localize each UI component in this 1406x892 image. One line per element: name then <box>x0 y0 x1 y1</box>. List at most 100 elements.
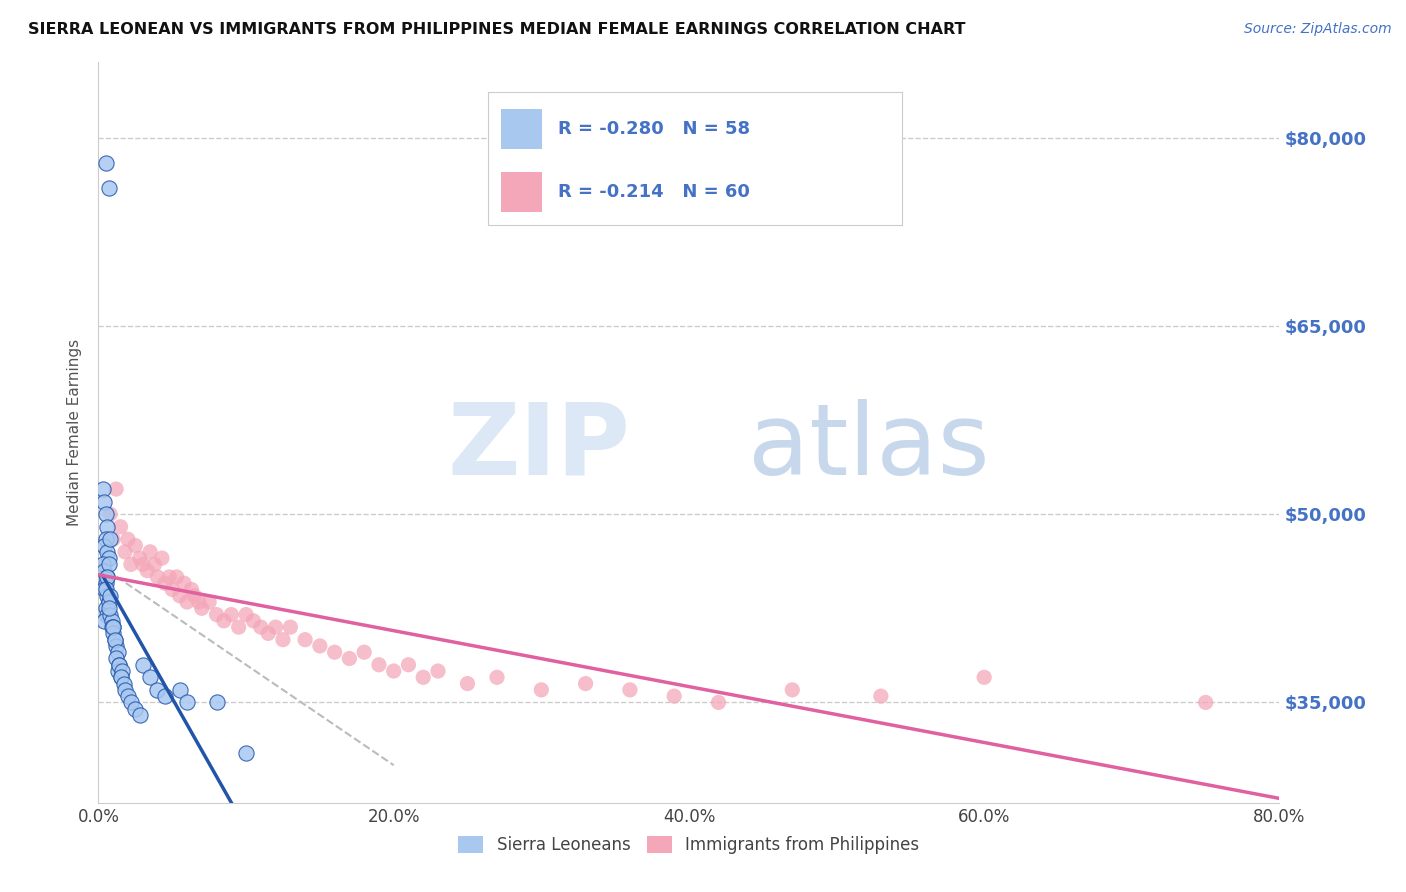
Point <box>98 533 121 547</box>
Point <box>280 620 302 634</box>
Point <box>191 601 214 615</box>
Point <box>250 620 273 634</box>
Point <box>105 651 128 665</box>
Point <box>100 620 122 634</box>
Point <box>98 589 121 603</box>
Point <box>104 632 127 647</box>
Point <box>120 558 142 572</box>
Point <box>104 632 127 647</box>
Point <box>294 632 316 647</box>
Text: Source: ZipAtlas.com: Source: ZipAtlas.com <box>1244 22 1392 37</box>
Point <box>93 564 115 578</box>
Point <box>1195 695 1218 709</box>
Point <box>94 601 117 615</box>
Point <box>176 695 198 709</box>
Point <box>271 632 294 647</box>
Point <box>93 539 115 553</box>
Point <box>128 708 150 723</box>
Point <box>176 595 198 609</box>
Point <box>97 601 120 615</box>
Point <box>264 620 287 634</box>
Point <box>353 645 375 659</box>
Point <box>242 614 264 628</box>
Point <box>205 607 228 622</box>
Point <box>128 551 150 566</box>
Point <box>309 639 332 653</box>
Point <box>91 482 114 496</box>
Text: atlas: atlas <box>748 399 990 496</box>
Point <box>132 558 155 572</box>
Point <box>105 639 128 653</box>
Point <box>187 595 209 609</box>
Point <box>139 670 162 684</box>
Point <box>93 614 115 628</box>
Point <box>382 664 405 678</box>
Point <box>97 181 120 195</box>
Point <box>120 695 142 709</box>
Point <box>183 589 205 603</box>
Point <box>136 564 159 578</box>
Point <box>103 626 125 640</box>
Point <box>114 545 136 559</box>
Point <box>96 589 118 603</box>
Point <box>112 676 135 690</box>
Point <box>114 682 136 697</box>
Point <box>124 701 146 715</box>
Point <box>486 670 509 684</box>
Point <box>103 533 125 547</box>
Point <box>111 664 134 678</box>
Point <box>221 607 243 622</box>
Point <box>146 570 169 584</box>
Point <box>91 558 114 572</box>
Point <box>132 657 155 672</box>
Point <box>97 595 120 609</box>
Point <box>530 682 553 697</box>
Point <box>107 645 129 659</box>
Point <box>94 533 117 547</box>
Point <box>96 545 118 559</box>
Point <box>457 676 479 690</box>
Point <box>143 558 166 572</box>
Point <box>339 651 361 665</box>
Point <box>157 570 180 584</box>
Point <box>150 551 173 566</box>
Point <box>108 657 131 672</box>
Point <box>870 689 893 703</box>
Point <box>93 494 115 508</box>
Point <box>103 620 125 634</box>
Text: SIERRA LEONEAN VS IMMIGRANTS FROM PHILIPPINES MEDIAN FEMALE EARNINGS CORRELATION: SIERRA LEONEAN VS IMMIGRANTS FROM PHILIP… <box>28 22 966 37</box>
Legend: Sierra Leoneans, Immigrants from Philippines: Sierra Leoneans, Immigrants from Philipp… <box>451 830 927 861</box>
Point <box>198 595 221 609</box>
Point <box>100 614 122 628</box>
Point <box>707 695 730 709</box>
Point <box>153 689 176 703</box>
Point <box>94 576 117 591</box>
Point <box>94 507 117 521</box>
Point <box>124 539 146 553</box>
Point <box>105 482 128 496</box>
Point <box>110 670 132 684</box>
Point <box>153 576 176 591</box>
Point <box>228 620 250 634</box>
Point <box>98 607 121 622</box>
Point <box>619 682 641 697</box>
Point <box>169 589 191 603</box>
Point <box>117 689 139 703</box>
Text: ZIP: ZIP <box>447 399 630 496</box>
Point <box>212 614 235 628</box>
Point <box>93 582 115 597</box>
Point <box>973 670 995 684</box>
Point <box>205 695 228 709</box>
Point <box>368 657 391 672</box>
Point <box>664 689 686 703</box>
Point <box>782 682 804 697</box>
Point <box>575 676 598 690</box>
Point <box>257 626 280 640</box>
Point <box>427 664 450 678</box>
Point <box>98 507 121 521</box>
Point <box>169 682 191 697</box>
Point <box>235 746 257 760</box>
Point <box>117 533 139 547</box>
Point <box>97 558 120 572</box>
Point <box>96 570 118 584</box>
